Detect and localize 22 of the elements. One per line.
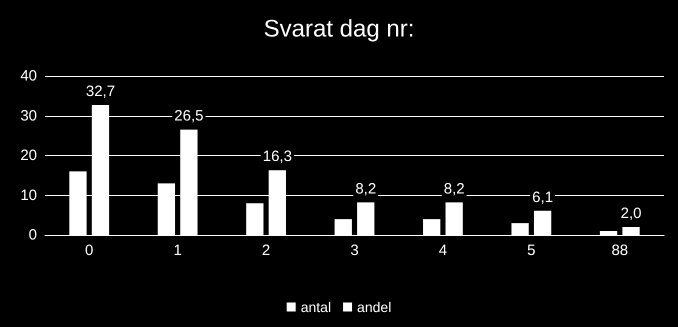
data-label: 32,7: [86, 83, 116, 100]
chart-title: Svarat dag nr:: [264, 16, 414, 42]
x-tick-label: 88: [611, 242, 628, 259]
x-tick-label: 3: [350, 242, 359, 259]
y-tick-label: 30: [20, 107, 37, 124]
data-label: 6,1: [532, 188, 554, 206]
x-tick-label: 1: [173, 242, 182, 259]
legend-label: andel: [357, 299, 392, 315]
y-tick-label: 0: [28, 226, 37, 244]
data-label: 26,5: [174, 108, 204, 125]
x-tick-label: 2: [262, 242, 270, 259]
legend-label: antal: [300, 299, 332, 315]
y-tick-label: 10: [20, 186, 37, 204]
data-label: 8,2: [444, 180, 465, 198]
y-tick-label: 40: [20, 68, 37, 84]
x-tick-label: 0: [85, 242, 94, 259]
x-tick-label: 4: [438, 242, 448, 259]
y-tick-label: 20: [20, 147, 37, 164]
data-label: 16,3: [262, 148, 292, 166]
data-label: 8,2: [355, 180, 376, 198]
data-label: 2,0: [620, 205, 642, 222]
x-tick-label: 5: [527, 242, 536, 259]
